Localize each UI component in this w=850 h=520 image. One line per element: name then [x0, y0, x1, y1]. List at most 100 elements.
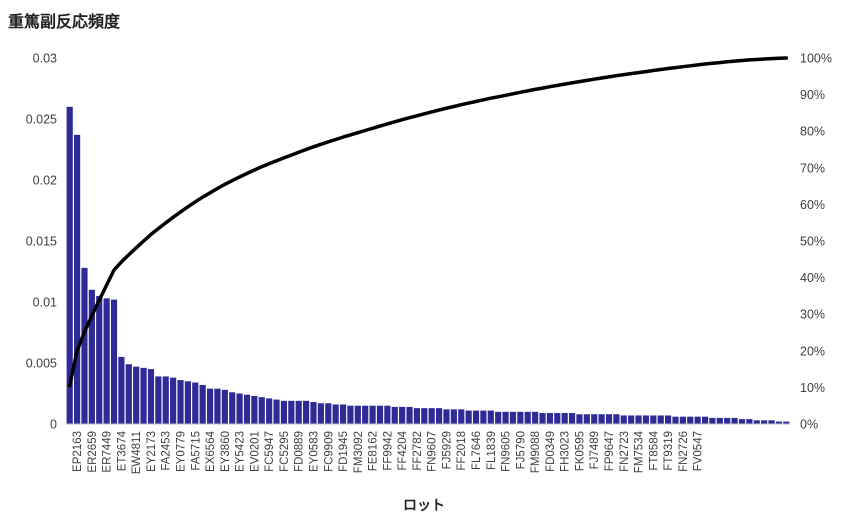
x-tick-label: FD1945 [338, 431, 350, 472]
bar [73, 134, 81, 425]
bar [620, 415, 627, 424]
bar [746, 419, 753, 424]
x-tick-label: FK0595 [574, 431, 586, 471]
bar [591, 414, 598, 424]
x-tick-label: EY0779 [176, 431, 188, 472]
x-tick-label: FN2726 [678, 431, 690, 472]
y2-tick-label: 80% [800, 125, 825, 139]
bar [251, 395, 258, 424]
y-tick-label: 0.025 [26, 113, 57, 127]
y2-tick-label: 60% [800, 198, 825, 212]
bar [140, 367, 147, 424]
bar [362, 405, 369, 424]
bar [650, 415, 657, 424]
bar [258, 397, 265, 424]
bar [391, 406, 398, 424]
x-tick-label: FJ5929 [442, 431, 454, 469]
x-tick-label: FJ7489 [589, 431, 601, 469]
bar [376, 405, 384, 424]
bar [546, 413, 553, 424]
bar [480, 410, 487, 424]
bar [554, 413, 561, 424]
x-tick-label: FA2453 [161, 431, 173, 471]
x-tick-label: FJ5790 [515, 431, 527, 469]
x-tick-label: FF9942 [382, 431, 394, 471]
y2-axis-ticks: 0% 10% 20% 30% 40% 50% 60% 70% 80% 90% 100% [800, 52, 832, 432]
bar [731, 417, 738, 424]
x-tick-label: FF4204 [397, 430, 409, 470]
x-tick-label: FV0547 [693, 431, 705, 471]
bar [243, 394, 251, 424]
bar [428, 408, 435, 424]
bar [177, 380, 184, 424]
bar [487, 410, 494, 424]
bar [635, 415, 642, 424]
x-tick-label: ER7449 [102, 431, 114, 473]
bar [206, 388, 214, 424]
y-tick-label: 0.01 [33, 296, 57, 310]
bar [214, 388, 221, 424]
y-tick-label: 0 [50, 418, 57, 432]
x-tick-label: FT8584 [648, 430, 660, 470]
bar [88, 289, 95, 424]
y-tick-label: 0.02 [33, 174, 57, 188]
bar [768, 420, 775, 424]
bar [162, 376, 169, 424]
y2-tick-label: 0% [800, 418, 818, 432]
y2-tick-label: 10% [800, 381, 825, 395]
x-tick-label: EY5423 [235, 431, 247, 472]
bar [509, 411, 517, 424]
bar [192, 382, 199, 424]
bar [701, 416, 709, 424]
bar [679, 416, 686, 424]
bar [295, 400, 302, 424]
bar [170, 377, 177, 424]
x-tick-label: FA5715 [190, 431, 202, 471]
x-tick-label: FM9088 [530, 431, 542, 473]
y-tick-label: 0.03 [33, 52, 57, 66]
x-tick-label: FE8162 [368, 431, 380, 471]
bar [532, 411, 539, 424]
bar [517, 411, 524, 424]
bar [229, 392, 236, 424]
bar [147, 369, 155, 424]
bar [413, 408, 421, 424]
bar [384, 405, 391, 424]
x-axis-label: ロット [403, 498, 445, 514]
bar [406, 406, 413, 424]
x-tick-label: FT9319 [663, 431, 675, 471]
bar [288, 400, 295, 424]
bar [495, 411, 502, 424]
bar [524, 411, 531, 424]
bar [81, 267, 88, 424]
x-tick-label: FF2018 [456, 431, 468, 471]
bar [642, 415, 650, 424]
x-tick-label: FL7646 [471, 431, 483, 470]
bar [738, 419, 746, 424]
bar [598, 414, 605, 424]
bar [716, 417, 723, 424]
bar [583, 414, 590, 424]
x-tick-label: EY2173 [146, 431, 158, 472]
x-tick-label: FL1839 [486, 431, 498, 470]
bar [221, 389, 228, 424]
bar [694, 416, 701, 424]
x-tick-label: FP9647 [604, 431, 616, 471]
bar [561, 413, 568, 424]
bar [628, 415, 635, 424]
bar [369, 405, 376, 424]
bar [421, 408, 428, 424]
x-tick-label: FN2723 [619, 431, 631, 472]
bar [155, 376, 162, 424]
bar [303, 400, 310, 424]
chart-title: 重篤副反応頻度 [8, 12, 121, 31]
bar [310, 402, 317, 424]
bar [458, 409, 465, 424]
bar [783, 421, 790, 424]
x-axis-category-labels: EP2163 ER2659 ER7449 ET3674 EW4811 EY2173 FA24… [72, 430, 705, 474]
bar [613, 414, 620, 424]
bar [325, 403, 332, 424]
bar [672, 416, 679, 424]
x-tick-label: FC5947 [264, 431, 276, 472]
